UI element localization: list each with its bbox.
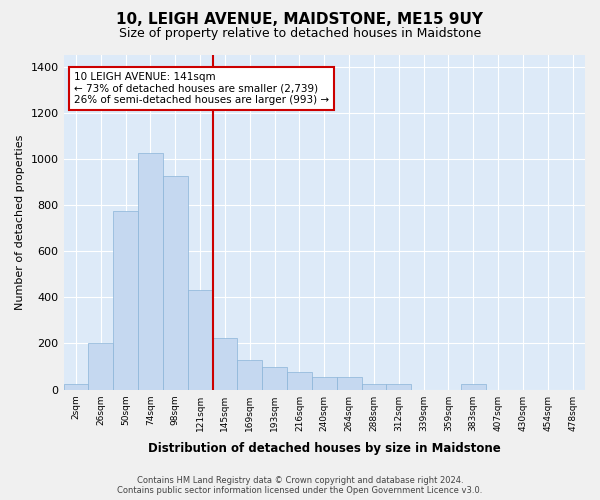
Bar <box>337 377 362 390</box>
Bar <box>312 377 337 390</box>
Bar <box>188 290 212 390</box>
Bar <box>238 360 262 390</box>
Y-axis label: Number of detached properties: Number of detached properties <box>15 134 25 310</box>
Text: Size of property relative to detached houses in Maidstone: Size of property relative to detached ho… <box>119 28 481 40</box>
Bar <box>461 384 485 390</box>
Text: 10 LEIGH AVENUE: 141sqm
← 73% of detached houses are smaller (2,739)
26% of semi: 10 LEIGH AVENUE: 141sqm ← 73% of detache… <box>74 72 329 105</box>
Bar <box>386 384 411 390</box>
Bar <box>88 344 113 390</box>
Bar <box>113 211 138 390</box>
Text: Contains HM Land Registry data © Crown copyright and database right 2024.
Contai: Contains HM Land Registry data © Crown c… <box>118 476 482 495</box>
Bar <box>362 384 386 390</box>
Bar <box>262 366 287 390</box>
Bar <box>163 176 188 390</box>
Bar <box>64 384 88 390</box>
Bar <box>287 372 312 390</box>
Bar <box>212 338 238 390</box>
Text: 10, LEIGH AVENUE, MAIDSTONE, ME15 9UY: 10, LEIGH AVENUE, MAIDSTONE, ME15 9UY <box>116 12 484 28</box>
Bar <box>138 153 163 390</box>
X-axis label: Distribution of detached houses by size in Maidstone: Distribution of detached houses by size … <box>148 442 500 455</box>
